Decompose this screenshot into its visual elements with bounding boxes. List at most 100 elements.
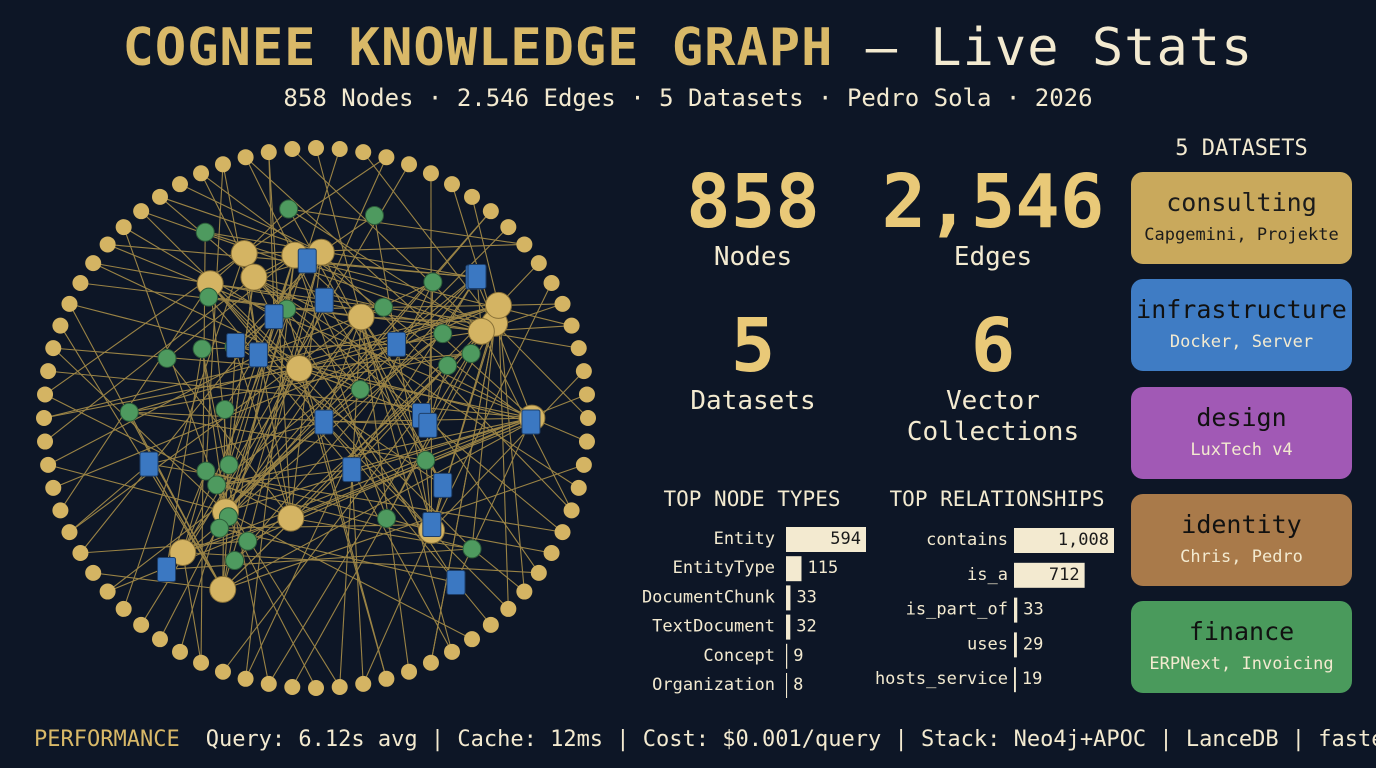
graph-node xyxy=(444,176,460,193)
graph-edge xyxy=(360,316,433,525)
graph-node xyxy=(464,631,481,648)
graph-entity xyxy=(195,222,215,242)
value-label: 33 xyxy=(796,587,816,607)
graph-entity xyxy=(192,339,212,359)
graph-edge xyxy=(225,421,325,513)
dataset-description: LuxTech v4 xyxy=(1190,439,1293,460)
graph-edge xyxy=(224,345,237,512)
graph-node xyxy=(260,144,277,161)
graph-document xyxy=(342,457,362,483)
graph-edge xyxy=(315,147,362,318)
graph-node xyxy=(99,236,116,253)
graph-edge xyxy=(320,252,444,486)
graph-node xyxy=(444,643,460,660)
category-label: contains xyxy=(926,530,1008,550)
graph-node xyxy=(308,680,324,696)
graph-edge xyxy=(69,316,362,533)
graph-entity xyxy=(423,272,443,292)
graph-node xyxy=(40,363,57,380)
graph-edge xyxy=(497,305,509,609)
graph-edge xyxy=(222,421,532,590)
graph-node xyxy=(575,456,592,473)
category-label: is_part_of xyxy=(906,600,1008,620)
graph-edge xyxy=(268,152,275,317)
graph-hub xyxy=(347,303,375,331)
dataset-card: infrastructure Docker, Server xyxy=(1131,279,1352,372)
value-label: 9 xyxy=(793,646,803,666)
graph-edge xyxy=(471,323,496,549)
graph-edge xyxy=(219,524,432,529)
graph-edge xyxy=(166,357,292,519)
category-label: hosts_service xyxy=(875,669,1008,689)
stat-label: Datasets xyxy=(690,386,816,416)
graph-document xyxy=(422,512,442,538)
value-label: 115 xyxy=(807,558,838,578)
graph-node xyxy=(575,363,592,380)
graph-node xyxy=(355,144,372,161)
graph-edge xyxy=(205,164,224,472)
graph-edge xyxy=(208,296,353,470)
dataset-name: identity xyxy=(1181,509,1302,539)
graph-edge xyxy=(351,469,364,684)
graph-node xyxy=(530,255,547,272)
graph-entity xyxy=(196,461,216,481)
graph-node xyxy=(85,255,102,272)
graph-node xyxy=(133,616,150,633)
graph-document xyxy=(226,332,246,358)
graph-edge xyxy=(307,260,475,278)
graph-node xyxy=(214,663,231,680)
graph-node xyxy=(482,203,499,220)
graph-document xyxy=(314,287,334,313)
graph-edge xyxy=(430,305,500,663)
value-label: 1,008 xyxy=(1058,530,1109,550)
category-label: TextDocument xyxy=(652,617,775,637)
graph-node xyxy=(422,654,439,671)
graph-document xyxy=(433,472,453,498)
graph-node xyxy=(85,564,102,581)
graph-entity xyxy=(377,508,397,528)
graph-edge xyxy=(497,305,525,592)
graph-edge xyxy=(288,208,525,245)
stat-label: Nodes xyxy=(713,242,793,272)
graph-entity xyxy=(225,550,245,570)
value-label: 32 xyxy=(796,617,816,637)
bar xyxy=(1014,528,1114,553)
graph-edge xyxy=(362,151,496,324)
graph-edge xyxy=(351,417,533,471)
title-main: COGNEE KNOWLEDGE GRAPH xyxy=(122,18,834,78)
graph-edge xyxy=(208,296,482,332)
graph-edge xyxy=(234,276,476,561)
subtitle: 858 Nodes · 2.546 Edges · 5 Datasets · P… xyxy=(283,84,1093,112)
stat: 858 Nodes xyxy=(633,162,873,273)
category-label: is_a xyxy=(967,565,1008,585)
graph-node xyxy=(61,524,78,541)
graph-edge xyxy=(431,370,585,531)
graph-edge xyxy=(219,527,457,584)
graph-node xyxy=(193,165,210,182)
graph-edge xyxy=(225,210,492,513)
graph-document xyxy=(418,412,438,438)
graph-edge xyxy=(307,260,572,327)
dataset-name: consulting xyxy=(1166,188,1317,217)
graph-edge xyxy=(216,276,476,486)
graph-edge xyxy=(299,333,443,370)
graph-edge xyxy=(222,365,449,590)
stat-value: 858 xyxy=(686,159,820,245)
stat-label: Vector Collections xyxy=(906,386,1080,447)
value-label: 712 xyxy=(1049,565,1080,585)
graph-node xyxy=(45,340,62,357)
dataset-description: Docker, Server xyxy=(1169,332,1314,353)
bar xyxy=(786,585,791,611)
value-label: 8 xyxy=(793,675,803,695)
graph-node xyxy=(578,386,595,403)
graph-edge xyxy=(148,463,563,533)
graph-node xyxy=(72,275,89,291)
graph-document xyxy=(297,248,317,274)
bar xyxy=(1014,597,1018,623)
graph-edge xyxy=(253,276,580,489)
graph-node xyxy=(36,410,52,426)
title-suffix: — Live Stats xyxy=(865,18,1254,78)
graph-edge xyxy=(182,517,291,554)
graph-node xyxy=(500,219,517,236)
